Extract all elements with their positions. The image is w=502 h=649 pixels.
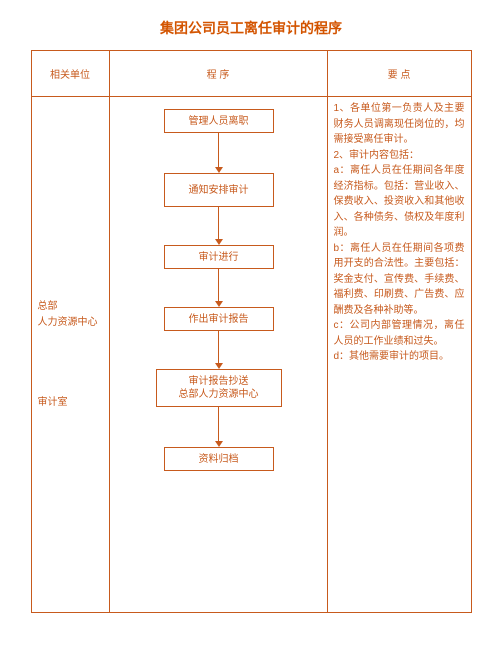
header-mid-text: 程 序 bbox=[207, 70, 230, 81]
col-mid: 管理人员离职通知安排审计审计进行作出审计报告审计报告抄送 总部人力资源中心资料归… bbox=[109, 97, 327, 613]
flow-arrow-line bbox=[218, 331, 219, 364]
flowchart: 管理人员离职通知安排审计审计进行作出审计报告审计报告抄送 总部人力资源中心资料归… bbox=[110, 97, 327, 612]
flow-arrow-line bbox=[218, 133, 219, 168]
flow-node-5: 资料归档 bbox=[164, 447, 274, 471]
flow-node-2: 审计进行 bbox=[164, 245, 274, 269]
page-title: 集团公司员工离任审计的程序 bbox=[0, 0, 502, 50]
flow-node-4: 审计报告抄送 总部人力资源中心 bbox=[156, 369, 282, 407]
flow-node-1: 通知安排审计 bbox=[164, 173, 274, 207]
title-text: 集团公司员工离任审计的程序 bbox=[160, 20, 342, 36]
header-mid: 程 序 bbox=[109, 51, 327, 97]
header-row: 相关单位 程 序 要 点 bbox=[31, 51, 471, 97]
flow-node-0: 管理人员离职 bbox=[164, 109, 274, 133]
flow-arrow-line bbox=[218, 207, 219, 240]
col-right: 1、各单位第一负责人及主要财务人员调离现任岗位的，均需接受离任审计。2、审计内容… bbox=[327, 97, 471, 613]
flow-arrow-line bbox=[218, 269, 219, 302]
flow-node-3: 作出审计报告 bbox=[164, 307, 274, 331]
main-table: 相关单位 程 序 要 点 总部人力资源中心 审计室 管理人员离职通知安排审计审计… bbox=[31, 50, 472, 613]
header-left: 相关单位 bbox=[31, 51, 109, 97]
header-right-text: 要 点 bbox=[388, 70, 411, 81]
col-left: 总部人力资源中心 审计室 bbox=[31, 97, 109, 613]
flow-arrow-line bbox=[218, 407, 219, 442]
body-row: 总部人力资源中心 审计室 管理人员离职通知安排审计审计进行作出审计报告审计报告抄… bbox=[31, 97, 471, 613]
header-right: 要 点 bbox=[327, 51, 471, 97]
header-left-text: 相关单位 bbox=[50, 70, 90, 81]
